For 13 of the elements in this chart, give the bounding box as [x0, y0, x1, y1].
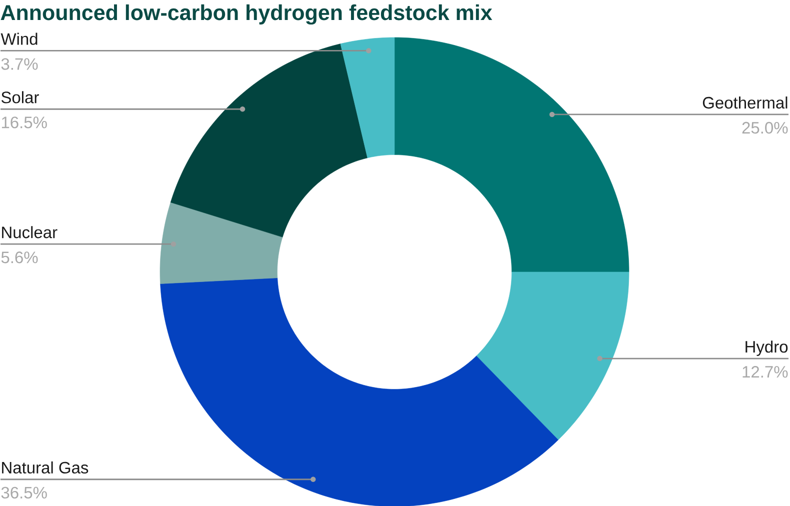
- data-label: 25.0%: [742, 122, 788, 134]
- slice-label: Hydro: [746, 340, 788, 356]
- slice-label: Natural Gas: [2, 461, 88, 474]
- data-label: 16.5%: [2, 116, 47, 128]
- chart-title: Announced low-carbon hydrogen feedstock mix: [0, 4, 492, 25]
- slice-label: Solar: [1, 91, 39, 104]
- data-label: 36.5%: [1, 486, 47, 499]
- slice-label: Wind: [0, 32, 38, 45]
- data-label: 5.6%: [1, 252, 38, 264]
- slice-label: Geothermal: [702, 96, 788, 109]
- slice-label: Nuclear: [2, 226, 58, 238]
- data-label: 3.7%: [1, 58, 38, 70]
- data-label: 12.7%: [742, 366, 788, 378]
